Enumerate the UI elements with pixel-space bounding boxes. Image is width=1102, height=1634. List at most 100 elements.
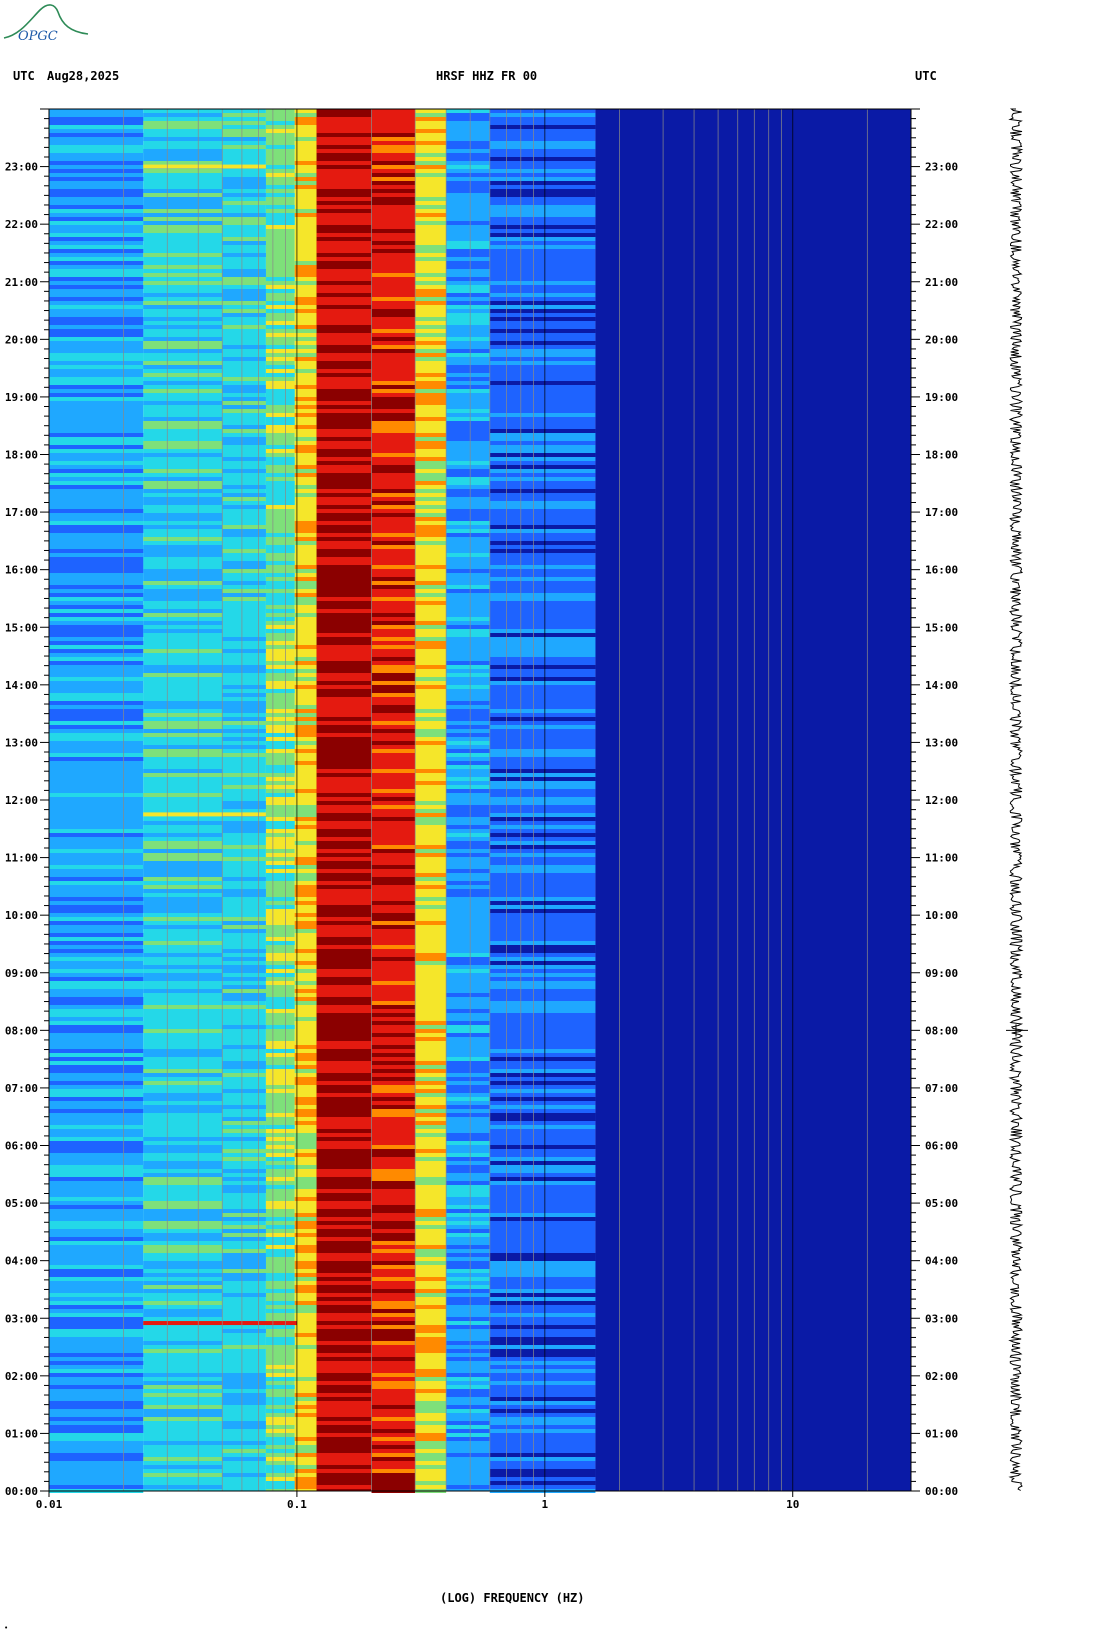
band-2-stripe bbox=[222, 1073, 266, 1077]
band-9-stripe bbox=[489, 293, 596, 297]
band-7-stripe bbox=[415, 1401, 447, 1405]
band-5-stripe bbox=[316, 1061, 372, 1065]
band-9-stripe bbox=[489, 1161, 596, 1165]
band-9-stripe bbox=[489, 541, 596, 545]
band-4-stripe bbox=[294, 677, 317, 681]
band-5-stripe bbox=[316, 1081, 372, 1085]
band-0-stripe bbox=[49, 1021, 144, 1025]
band-3-stripe bbox=[265, 445, 295, 449]
band-5-stripe bbox=[316, 1393, 372, 1397]
band-3-stripe bbox=[265, 397, 295, 401]
band-5-stripe bbox=[316, 989, 372, 993]
band-2-stripe bbox=[222, 1265, 266, 1269]
band-5-stripe bbox=[316, 857, 372, 861]
band-9-stripe bbox=[489, 1457, 596, 1461]
band-5-stripe bbox=[316, 533, 372, 537]
band-8-stripe bbox=[446, 1349, 490, 1353]
band-2-stripe bbox=[222, 977, 266, 981]
band-7-stripe bbox=[415, 961, 447, 965]
band-0-stripe bbox=[49, 1269, 144, 1273]
band-0-stripe bbox=[49, 1165, 144, 1169]
y-tick-label-left: 21:00 bbox=[5, 276, 38, 289]
band-7-stripe bbox=[415, 497, 447, 501]
band-3-stripe bbox=[265, 917, 295, 921]
band-2-stripe bbox=[222, 1105, 266, 1109]
band-3-stripe bbox=[265, 217, 295, 221]
band-1-stripe bbox=[143, 1213, 223, 1217]
band-3-stripe bbox=[265, 1409, 295, 1413]
band-1-stripe bbox=[143, 753, 223, 757]
band-2-stripe bbox=[222, 313, 266, 317]
band-0-stripe bbox=[49, 649, 144, 653]
band-0-stripe bbox=[49, 633, 144, 637]
band-8-stripe bbox=[446, 285, 490, 289]
band-5-stripe bbox=[316, 901, 372, 905]
band-7-stripe bbox=[415, 437, 447, 441]
band-6-stripe bbox=[371, 769, 416, 773]
band-5-stripe bbox=[316, 409, 372, 413]
band-1-stripe bbox=[143, 1301, 223, 1305]
band-0-stripe bbox=[49, 949, 144, 953]
band-1-stripe bbox=[143, 525, 223, 529]
band-2-stripe bbox=[222, 1441, 266, 1445]
band-0-stripe bbox=[49, 397, 144, 401]
band-8-stripe bbox=[446, 833, 490, 837]
band-4-stripe bbox=[294, 913, 317, 917]
band-1-stripe bbox=[143, 1457, 223, 1461]
band-6-stripe bbox=[371, 1445, 416, 1449]
band-0-stripe bbox=[49, 713, 144, 717]
band-5-stripe bbox=[316, 181, 372, 185]
band-2-stripe bbox=[222, 917, 266, 921]
band-9-stripe bbox=[489, 565, 596, 569]
band-3-stripe bbox=[265, 1469, 295, 1473]
band-9-stripe bbox=[489, 769, 596, 773]
y-tick-label-right: 21:00 bbox=[925, 276, 958, 289]
band-9-stripe bbox=[489, 1097, 596, 1101]
band-8-stripe bbox=[446, 953, 490, 957]
band-4-stripe bbox=[294, 1309, 317, 1313]
band-5-stripe bbox=[316, 309, 372, 313]
band-9-stripe bbox=[489, 753, 596, 757]
band-6-stripe bbox=[371, 1321, 416, 1325]
band-8-stripe bbox=[446, 437, 490, 441]
band-4-stripe bbox=[294, 569, 317, 573]
band-1-stripe bbox=[143, 193, 223, 197]
band-2-stripe bbox=[222, 637, 266, 641]
band-3-stripe bbox=[265, 1145, 295, 1149]
band-4-stripe bbox=[294, 1477, 317, 1481]
band-6-stripe bbox=[371, 657, 416, 661]
band-8-stripe bbox=[446, 893, 490, 897]
band-0-stripe bbox=[49, 337, 144, 341]
band-3-stripe bbox=[265, 877, 295, 881]
band-0-stripe bbox=[49, 1053, 144, 1057]
band-3-stripe bbox=[265, 357, 295, 361]
band-2-stripe bbox=[222, 565, 266, 569]
band-3-stripe bbox=[265, 277, 295, 281]
band-3-stripe bbox=[265, 669, 295, 673]
band-1-stripe bbox=[143, 153, 223, 157]
band-2-stripe bbox=[222, 441, 266, 445]
band-7-stripe bbox=[415, 213, 447, 217]
y-tick-label-left: 01:00 bbox=[5, 1427, 38, 1440]
band-7-stripe bbox=[415, 769, 447, 773]
band-6-stripe bbox=[371, 1177, 416, 1181]
band-2-stripe bbox=[222, 821, 266, 825]
band-7-stripe bbox=[415, 153, 447, 157]
band-4-stripe bbox=[294, 301, 317, 305]
band-7-stripe bbox=[415, 1277, 447, 1281]
band-5-stripe bbox=[316, 1353, 372, 1357]
band-8-stripe bbox=[446, 1437, 490, 1441]
band-3-stripe bbox=[265, 573, 295, 577]
band-8-stripe bbox=[446, 1285, 490, 1289]
band-6-stripe bbox=[371, 165, 416, 169]
band-3-stripe bbox=[265, 333, 295, 337]
band-6-stripe bbox=[371, 581, 416, 585]
band-8-stripe bbox=[446, 289, 490, 293]
band-3-stripe bbox=[265, 689, 295, 693]
band-1-stripe bbox=[143, 701, 223, 705]
band-2-stripe bbox=[222, 345, 266, 349]
band-4-stripe bbox=[294, 209, 317, 213]
band-8-stripe bbox=[446, 713, 490, 717]
band-8-stripe bbox=[446, 661, 490, 665]
band-3-stripe bbox=[265, 301, 295, 305]
